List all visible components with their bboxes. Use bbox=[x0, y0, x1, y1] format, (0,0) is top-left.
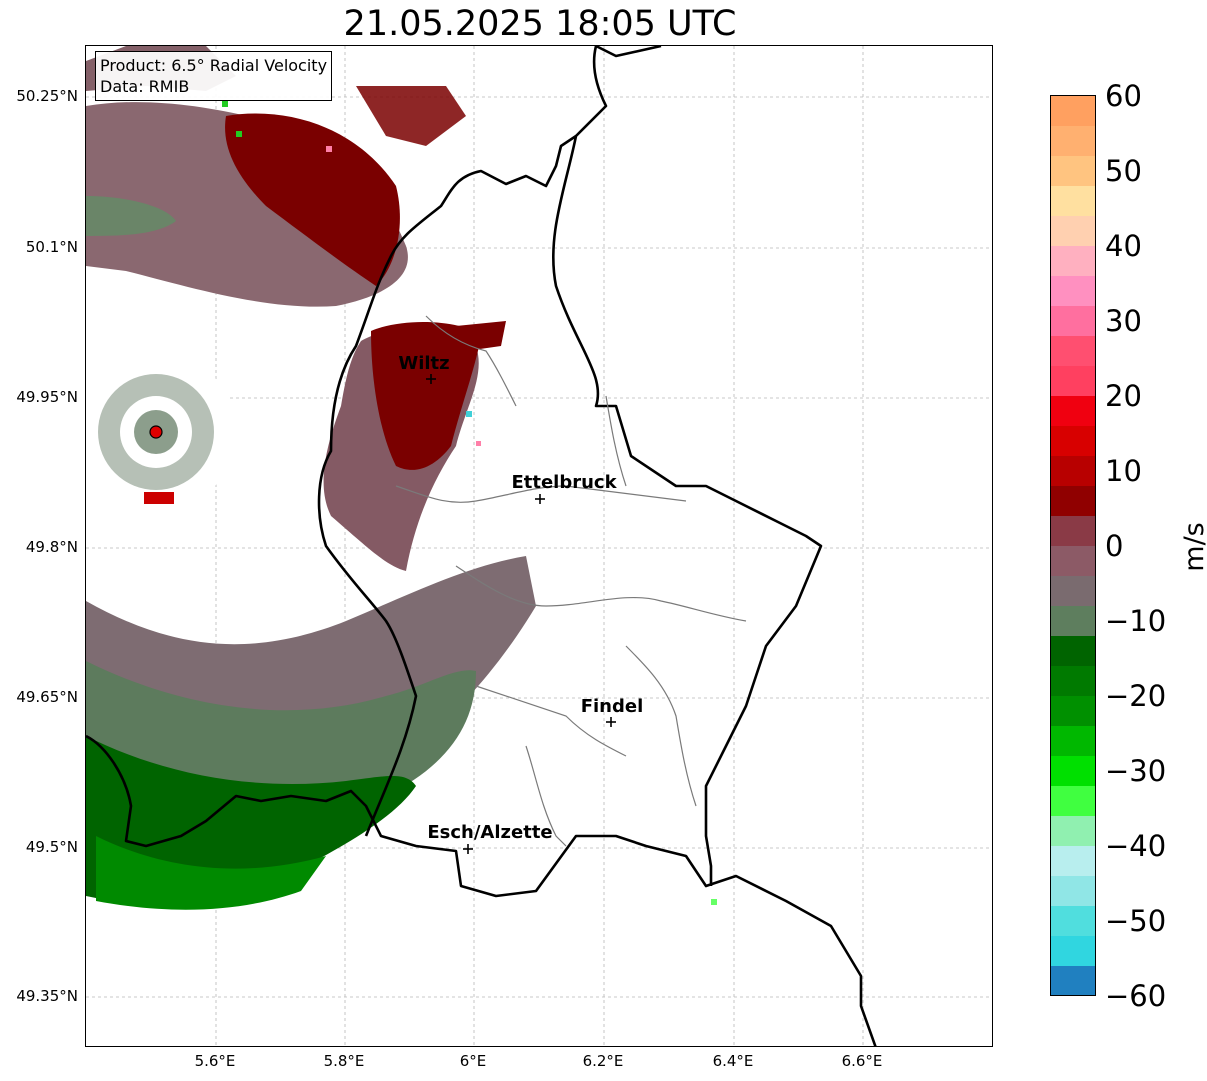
colorbar-unit-label: m/s bbox=[1179, 522, 1207, 572]
product-label: Product: 6.5° Radial Velocity bbox=[100, 56, 328, 75]
radar-echoes bbox=[86, 46, 717, 910]
city-label-findel: Findel bbox=[581, 696, 644, 717]
colorbar bbox=[1050, 95, 1096, 996]
plus-icon bbox=[426, 374, 436, 384]
data-source-label: Data: RMIB bbox=[100, 77, 190, 96]
plus-icon bbox=[606, 717, 616, 727]
x-tick: 5.8°E bbox=[323, 1052, 365, 1070]
colorbar-gradient bbox=[1051, 96, 1095, 995]
y-tick: 49.35°N bbox=[16, 987, 78, 1005]
canton-borders bbox=[395, 315, 747, 847]
y-tick: 49.95°N bbox=[16, 388, 78, 406]
x-tick: 6°E bbox=[459, 1052, 487, 1070]
radar-map[interactable]: Wiltz Ettelbruck Findel Esch/Alzette bbox=[85, 45, 993, 1047]
radar-site-icon bbox=[149, 425, 163, 439]
colorbar-tick: −60 bbox=[1105, 979, 1167, 1013]
y-tick: 49.5°N bbox=[25, 838, 78, 856]
colorbar-tick: −10 bbox=[1105, 604, 1167, 638]
y-tick: 49.8°N bbox=[25, 538, 78, 556]
colorbar-tick: 60 bbox=[1105, 79, 1142, 113]
x-tick: 5.6°E bbox=[194, 1052, 236, 1070]
y-tick: 50.1°N bbox=[25, 238, 78, 256]
x-tick: 6.4°E bbox=[712, 1052, 754, 1070]
y-tick: 49.65°N bbox=[16, 688, 78, 706]
colorbar-tick: 0 bbox=[1105, 529, 1124, 563]
country-border bbox=[86, 46, 877, 1046]
city-label-wiltz: Wiltz bbox=[398, 353, 449, 374]
info-box: Product: 6.5° Radial Velocity Data: RMIB bbox=[95, 51, 333, 101]
plus-icon bbox=[535, 494, 545, 504]
y-tick: 50.25°N bbox=[16, 87, 78, 105]
city-label-esch: Esch/Alzette bbox=[427, 822, 552, 843]
plus-icon bbox=[463, 844, 473, 854]
x-tick: 6.2°E bbox=[582, 1052, 624, 1070]
colorbar-tick: −50 bbox=[1105, 904, 1167, 938]
city-label-ettelbruck: Ettelbruck bbox=[511, 472, 617, 493]
colorbar-tick: 20 bbox=[1105, 379, 1142, 413]
colorbar-tick: 30 bbox=[1105, 304, 1142, 338]
colorbar-tick: 50 bbox=[1105, 154, 1142, 188]
colorbar-tick: −20 bbox=[1105, 679, 1167, 713]
map-canvas: Wiltz Ettelbruck Findel Esch/Alzette bbox=[86, 46, 992, 1046]
map-title: 21.05.2025 18:05 UTC bbox=[343, 4, 737, 44]
city-markers bbox=[426, 374, 616, 854]
colorbar-tick: −30 bbox=[1105, 754, 1167, 788]
colorbar-tick: −40 bbox=[1105, 829, 1167, 863]
colorbar-tick: 40 bbox=[1105, 229, 1142, 263]
x-tick: 6.6°E bbox=[841, 1052, 883, 1070]
colorbar-tick: 10 bbox=[1105, 454, 1142, 488]
